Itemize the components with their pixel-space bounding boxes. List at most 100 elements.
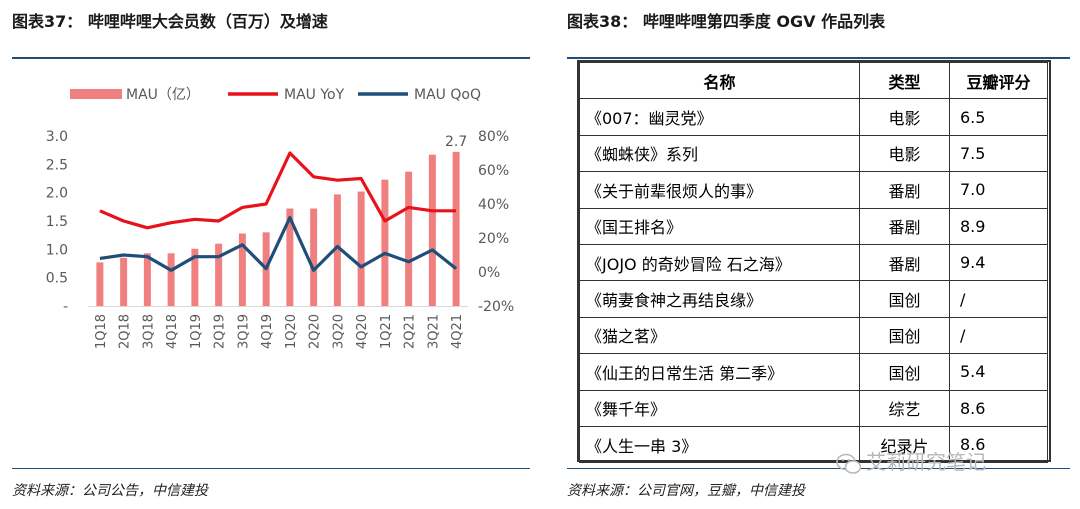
x-tick-label: 3Q19 xyxy=(236,314,251,349)
x-tick-label: 3Q18 xyxy=(141,314,156,349)
table-row: 《猫之茗》 国创 / xyxy=(579,316,1048,355)
mau-bar xyxy=(215,243,223,306)
mau-bar xyxy=(191,248,199,306)
left-tick-label: 0.5 xyxy=(46,271,68,287)
cell-name: 《JOJO 的奇妙冒险 石之海》 xyxy=(579,243,860,282)
watermark: 艾莉研究笔记 xyxy=(836,446,986,475)
right-tick-label: 60% xyxy=(478,163,509,179)
mau-bars xyxy=(96,151,460,306)
header-name: 名称 xyxy=(579,61,860,100)
mau-bar xyxy=(381,179,389,306)
mau-bar xyxy=(357,191,365,306)
cell-score: 8.6 xyxy=(949,425,1048,464)
right-tick-label: 80% xyxy=(478,129,509,145)
wechat-icon xyxy=(836,453,862,474)
mau-yoy-line xyxy=(99,151,457,230)
cell-name: 《007：幽灵党》 xyxy=(579,98,860,136)
header-type: 类型 xyxy=(859,61,950,100)
right-tick-label: 0% xyxy=(478,265,500,281)
mau-bar xyxy=(167,253,175,306)
mau-bar xyxy=(96,262,104,306)
cell-name: 《萌妻食神之再结良缘》 xyxy=(579,280,860,318)
chart-title: 图表37： 哔哩哔哩大会员数（百万）及增速 xyxy=(12,12,328,31)
mau-chart: MAU（亿） MAU YoY MAU QoQ - 0.5 1.0 1.5 2.0 2.5 3.0… xyxy=(46,87,514,349)
cell-type: 番剧 xyxy=(859,207,950,245)
mau-bar xyxy=(120,257,128,306)
x-tick-label: 2Q18 xyxy=(118,314,133,349)
cell-score: / xyxy=(949,316,1048,355)
cell-type: 国创 xyxy=(859,353,950,391)
table-row: 《舞千年》 综艺 8.6 xyxy=(579,389,1048,427)
left-tick-label: - xyxy=(63,299,68,315)
table-row: 《蜘蛛侠》系列 电影 7.5 xyxy=(579,134,1048,173)
ogv-table: 名称 类型 豆瓣评分 《007：幽灵党》 电影 6.5 《蜘蛛侠》系列 电影 7.5 《关于… xyxy=(579,61,1048,464)
table-row: 《人生一串 3》 纪录片 8.6 xyxy=(579,425,1048,464)
cell-name: 《人生一串 3》 xyxy=(579,425,860,464)
cell-type: 国创 xyxy=(859,316,950,355)
x-tick-label: 2Q20 xyxy=(308,314,323,349)
bar-data-label: 2.7 xyxy=(445,134,467,150)
table-header-row: 名称 类型 豆瓣评分 xyxy=(579,61,1048,100)
table-row: 《国王排名》 番剧 8.9 xyxy=(579,207,1048,245)
divider xyxy=(12,468,530,469)
right-tick-label: 20% xyxy=(478,231,509,247)
cell-score: 7.0 xyxy=(949,171,1048,209)
x-tick-label: 4Q20 xyxy=(355,314,370,349)
divider xyxy=(12,57,530,59)
x-tick-label: 3Q21 xyxy=(426,314,441,349)
legend-label: MAU QoQ xyxy=(414,87,481,103)
x-tick-label: 4Q18 xyxy=(165,314,180,349)
cell-type: 番剧 xyxy=(859,171,950,209)
growth-lines xyxy=(99,151,458,272)
mau-bar xyxy=(405,171,413,306)
left-tick-label: 1.5 xyxy=(46,214,68,230)
mau-bar xyxy=(333,194,341,306)
x-tick-label: 1Q21 xyxy=(379,314,394,349)
cell-type: 纪录片 xyxy=(859,425,950,464)
cell-score: 9.4 xyxy=(949,243,1048,282)
data-labels: 2.7 xyxy=(445,134,467,150)
x-tick-label: 1Q20 xyxy=(284,314,299,349)
legend-label: MAU YoY xyxy=(284,87,345,103)
table-row: 《JOJO 的奇妙冒险 石之海》 番剧 9.4 xyxy=(579,243,1048,282)
mau-bar xyxy=(286,208,294,306)
right-tick-label: -20% xyxy=(478,299,514,315)
right-tick-label: 40% xyxy=(478,197,509,213)
left-tick-label: 3.0 xyxy=(46,129,68,145)
source-note: 资料来源：公司官网，豆瓣，中信建投 xyxy=(567,483,805,499)
source-note: 资料来源：公司公告，中信建投 xyxy=(12,483,208,499)
cell-name: 《国王排名》 xyxy=(579,207,860,245)
cell-name: 《仙王的日常生活 第二季》 xyxy=(579,353,860,391)
table-row: 《007：幽灵党》 电影 6.5 xyxy=(579,98,1048,136)
table-row: 《仙王的日常生活 第二季》 国创 5.4 xyxy=(579,353,1048,391)
cell-name: 《蜘蛛侠》系列 xyxy=(579,134,860,173)
cell-score: / xyxy=(949,280,1048,318)
x-tick-label: 3Q20 xyxy=(331,314,346,349)
mau-bar xyxy=(238,233,246,306)
cell-score: 5.4 xyxy=(949,353,1048,391)
x-tick-label: 2Q19 xyxy=(213,314,228,349)
chart-legend: MAU（亿） MAU YoY MAU QoQ xyxy=(70,87,481,103)
header-score: 豆瓣评分 xyxy=(949,61,1048,100)
chart-axes: - 0.5 1.0 1.5 2.0 2.5 3.0 -20% 0% 20% 40% 60% 80% 1Q1… xyxy=(46,129,514,349)
cell-score: 8.6 xyxy=(949,389,1048,427)
left-tick-label: 2.0 xyxy=(46,186,68,202)
x-tick-label: 4Q19 xyxy=(260,314,275,349)
table-row: 《萌妻食神之再结良缘》 国创 / xyxy=(579,280,1048,318)
cell-type: 电影 xyxy=(859,134,950,173)
divider xyxy=(567,468,1070,469)
cell-score: 7.5 xyxy=(949,134,1048,173)
table-title: 图表38： 哔哩哔哩第四季度 OGV 作品列表 xyxy=(567,12,886,31)
x-tick-label: 1Q19 xyxy=(189,314,204,349)
watermark-text: 艾莉研究笔记 xyxy=(866,450,986,474)
x-tick-label: 1Q18 xyxy=(94,314,109,349)
mau-bar xyxy=(452,151,460,306)
legend-swatch xyxy=(70,89,122,99)
divider xyxy=(567,57,1070,59)
mau-bar xyxy=(310,208,318,306)
cell-name: 《猫之茗》 xyxy=(579,316,860,355)
cell-score: 6.5 xyxy=(949,98,1048,136)
cell-name: 《舞千年》 xyxy=(579,389,860,427)
x-tick-label: 2Q21 xyxy=(403,314,418,349)
x-tick-label: 4Q21 xyxy=(450,314,465,349)
